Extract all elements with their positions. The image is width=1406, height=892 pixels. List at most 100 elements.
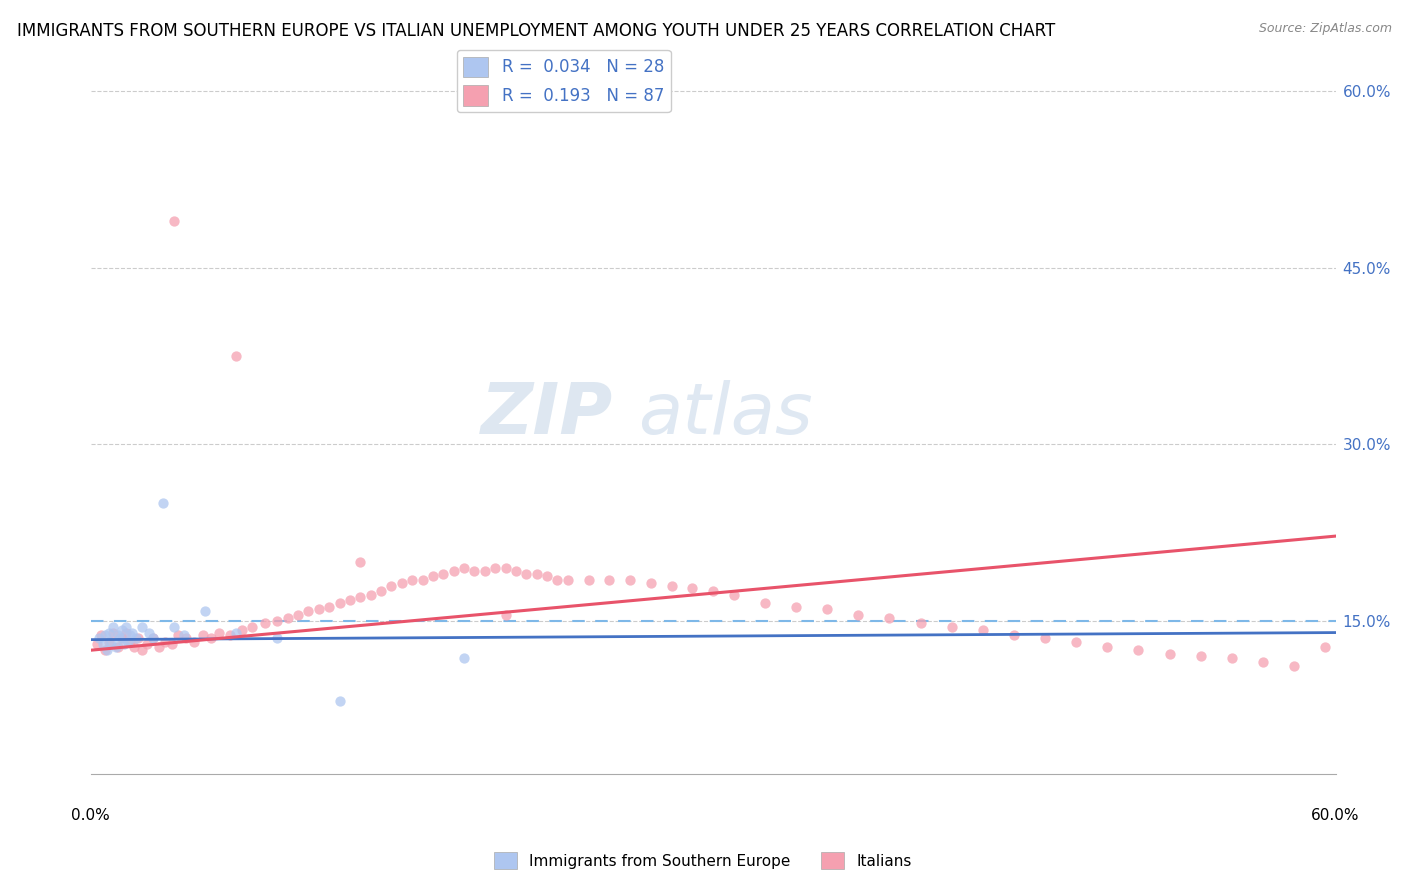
Point [526, 566, 548, 581]
Point [910, 616, 932, 631]
Point [422, 569, 444, 583]
Point [578, 573, 600, 587]
Point [349, 591, 371, 605]
Text: IMMIGRANTS FROM SOUTHERN EUROPE VS ITALIAN UNEMPLOYMENT AMONG YOUTH UNDER 25 YEA: IMMIGRANTS FROM SOUTHERN EUROPE VS ITALI… [17, 22, 1054, 40]
Point [329, 596, 352, 610]
Point [661, 578, 683, 592]
Point [443, 565, 465, 579]
Point [972, 624, 994, 638]
Point [1315, 640, 1337, 654]
Point [125, 632, 148, 646]
Point [90, 628, 112, 642]
Point [453, 651, 475, 665]
Point [166, 628, 188, 642]
Point [142, 632, 165, 646]
Point [225, 349, 247, 363]
Point [297, 604, 319, 618]
Point [121, 625, 143, 640]
Point [118, 628, 141, 642]
Point [152, 496, 174, 510]
Point [218, 628, 240, 642]
Point [103, 620, 125, 634]
Point [96, 643, 118, 657]
Point [557, 573, 579, 587]
Point [107, 640, 129, 654]
Point [412, 573, 434, 587]
Point [94, 643, 117, 657]
Text: atlas: atlas [638, 380, 813, 450]
Point [155, 635, 177, 649]
Point [266, 632, 288, 646]
Point [391, 576, 413, 591]
Point [453, 561, 475, 575]
Point [846, 607, 869, 622]
Point [162, 620, 184, 634]
Point [242, 620, 264, 634]
Point [131, 643, 153, 657]
Point [87, 632, 110, 646]
Point [640, 576, 662, 591]
Point [194, 604, 217, 618]
Point [173, 628, 195, 642]
Point [225, 625, 247, 640]
Point [112, 637, 135, 651]
Point [160, 637, 183, 651]
Point [111, 624, 134, 638]
Point [208, 625, 231, 640]
Point [115, 620, 138, 634]
Point [148, 640, 170, 654]
Point [266, 614, 288, 628]
Point [98, 635, 121, 649]
Point [1159, 647, 1181, 661]
Point [785, 599, 807, 614]
Text: 60.0%: 60.0% [1312, 808, 1360, 823]
Point [174, 632, 197, 646]
Point [111, 632, 134, 646]
Point [879, 611, 901, 625]
Text: ZIP: ZIP [481, 380, 613, 450]
Text: Source: ZipAtlas.com: Source: ZipAtlas.com [1258, 22, 1392, 36]
Point [484, 561, 506, 575]
Point [723, 588, 745, 602]
Point [287, 607, 309, 622]
Point [495, 561, 517, 575]
Point [1251, 655, 1274, 669]
Point [1128, 643, 1150, 657]
Point [474, 565, 496, 579]
Point [127, 632, 149, 646]
Point [91, 637, 114, 651]
Point [115, 625, 138, 640]
Point [138, 625, 160, 640]
Point [135, 637, 157, 651]
Point [754, 596, 776, 610]
Point [318, 599, 340, 614]
Point [1189, 649, 1212, 664]
Point [122, 640, 145, 654]
Point [598, 573, 620, 587]
Point [142, 632, 165, 646]
Point [98, 625, 121, 640]
Point [107, 628, 129, 642]
Point [495, 607, 517, 622]
Point [1033, 632, 1056, 646]
Text: 0.0%: 0.0% [72, 808, 110, 823]
Point [505, 565, 527, 579]
Point [515, 566, 537, 581]
Point [1097, 640, 1119, 654]
Point [463, 565, 485, 579]
Point [941, 620, 963, 634]
Point [108, 632, 131, 646]
Point [619, 573, 641, 587]
Legend: R =  0.034   N = 28, R =  0.193   N = 87: R = 0.034 N = 28, R = 0.193 N = 87 [457, 50, 671, 112]
Point [702, 584, 724, 599]
Point [277, 611, 299, 625]
Point [1064, 635, 1087, 649]
Point [815, 602, 838, 616]
Point [546, 573, 568, 587]
Point [131, 620, 153, 634]
Point [1220, 651, 1243, 665]
Point [104, 640, 127, 654]
Point [86, 637, 108, 651]
Point [360, 588, 382, 602]
Point [100, 635, 122, 649]
